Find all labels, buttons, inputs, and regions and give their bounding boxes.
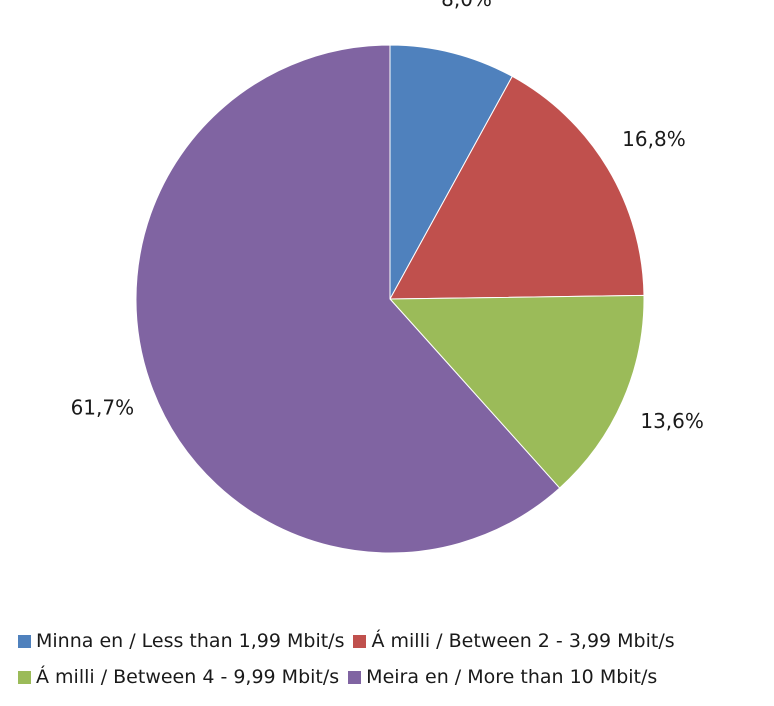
legend-label: Á milli / Between 4 - 9,99 Mbit/s [36, 666, 340, 688]
legend-label: Meira en / More than 10 Mbit/s [366, 666, 658, 688]
legend-item-between-4-9-99: Á milli / Between 4 - 9,99 Mbit/s [18, 666, 339, 688]
pie-slice-3 [388, 294, 645, 489]
data-label-4: 61,7% [71, 396, 135, 420]
data-label-1: 8,0% [441, 0, 492, 11]
legend-item-more-than-10: Meira en / More than 10 Mbit/s [348, 666, 657, 688]
pie-chart: 8,0% 16,8% 13,6% 61,7% [71, 0, 704, 554]
legend-row-2: Á milli / Between 4 - 9,99 Mbit/s Meira … [18, 666, 666, 688]
legend-swatch [348, 670, 362, 684]
legend-item-between-2-3-99: Á milli / Between 2 - 3,99 Mbit/s [353, 630, 675, 652]
pie-slice-4 [135, 44, 561, 554]
pie-slice-2 [389, 75, 645, 300]
legend-swatch [353, 634, 367, 648]
legend-label: Minna en / Less than 1,99 Mbit/s [36, 630, 345, 652]
data-label-2: 16,8% [622, 127, 686, 151]
legend-item-less-than-1-99: Minna en / Less than 1,99 Mbit/s [18, 630, 344, 652]
data-label-3: 13,6% [640, 409, 704, 433]
legend-row-1: Minna en / Less than 1,99 Mbit/s Á milli… [18, 630, 684, 652]
legend-swatch [18, 634, 31, 648]
pie-slices [135, 44, 645, 554]
pie-slice-1 [389, 44, 513, 300]
legend-swatch [18, 670, 31, 684]
data-labels: 8,0% 16,8% 13,6% 61,7% [71, 0, 704, 433]
legend-label: Á milli / Between 2 - 3,99 Mbit/s [371, 630, 675, 652]
